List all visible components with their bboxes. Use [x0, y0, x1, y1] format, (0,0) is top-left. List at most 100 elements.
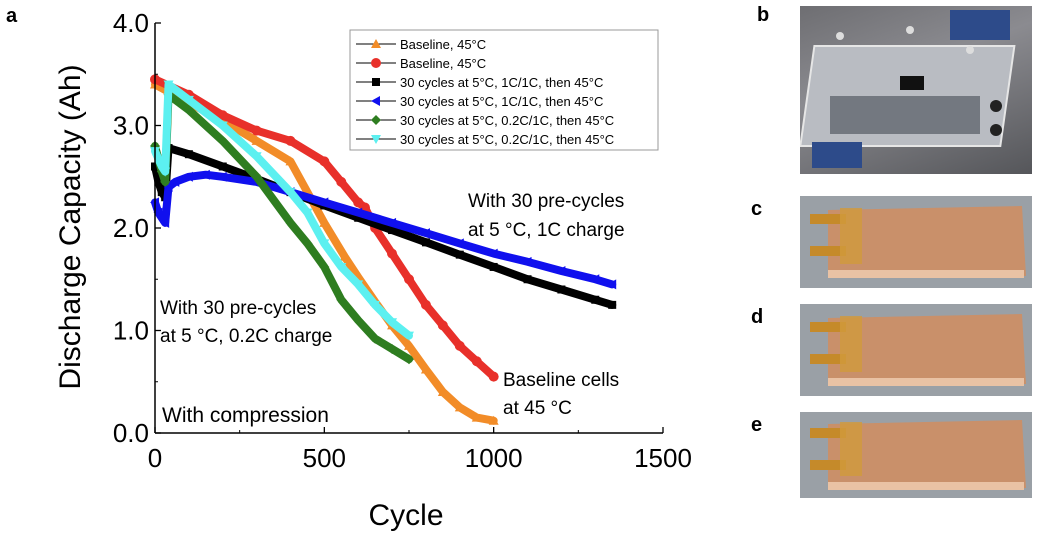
data-point [285, 156, 296, 166]
annotation-precycle-1c-line2: at 5 °C, 1C charge [468, 220, 625, 241]
pouch-cell-photo-c [800, 196, 1032, 288]
y-axis-label: Discharge Capacity (Ah) [54, 64, 87, 389]
data-point [387, 343, 398, 354]
data-point [217, 121, 228, 131]
x-tick-label: 1000 [465, 443, 523, 473]
data-point [160, 217, 170, 228]
data-point [420, 299, 431, 310]
data-point [607, 279, 617, 290]
panel-label-c: c [751, 198, 763, 220]
data-point [170, 176, 180, 187]
panel-label-b: b [757, 4, 770, 26]
data-point [156, 162, 167, 172]
x-tick-label: 500 [303, 443, 346, 473]
legend-marker [371, 58, 381, 68]
data-point [387, 248, 398, 259]
data-point [160, 176, 171, 187]
legend-marker [371, 115, 381, 125]
data-point [387, 217, 397, 228]
data-point [353, 207, 363, 218]
x-tick-label: 0 [148, 443, 162, 473]
annotation-precycle-02c-line2: at 5 °C, 0.2C charge [160, 326, 332, 347]
data-point [319, 197, 329, 208]
data-point [488, 415, 499, 425]
data-point [285, 217, 296, 228]
data-point [421, 238, 430, 247]
data-point [522, 256, 532, 267]
battery-fixture-photo [800, 6, 1032, 174]
annotation-precycle-1c-line1: With 30 pre-cycles [468, 191, 624, 212]
legend: Baseline, 45°C Baseline, 45°C 30 cycles at… [349, 29, 659, 151]
data-point [153, 207, 163, 218]
data-point [217, 171, 227, 182]
y-tick-label: 0.0 [113, 418, 149, 448]
data-point [302, 208, 313, 218]
data-point [523, 275, 532, 284]
data-point [608, 300, 617, 309]
panel-label-e: e [751, 414, 763, 436]
data-point [404, 340, 414, 350]
y-tick-label: 4.0 [113, 8, 149, 38]
data-point [336, 262, 347, 272]
data-point [218, 162, 227, 171]
data-point [591, 295, 600, 304]
data-point [420, 364, 431, 374]
data-point [590, 274, 600, 285]
y-tick-label: 1.0 [113, 316, 149, 346]
legend-label: 30 cycles at 5°C, 1C/1C, then 45°C [400, 75, 603, 90]
data-point [404, 331, 414, 341]
data-point [343, 302, 354, 313]
tick-labels: 0.0 1.0 2.0 3.0 4.0 0 500 1000 1500 [113, 8, 692, 473]
data-point [336, 176, 347, 187]
data-point [319, 156, 330, 167]
data-point [370, 333, 381, 344]
data-point [200, 169, 210, 180]
data-point [217, 110, 228, 121]
data-point [455, 250, 464, 259]
data-point [251, 171, 262, 182]
data-point [285, 135, 296, 146]
pouch-cell-photo-e [800, 412, 1032, 498]
legend-label: 30 cycles at 5°C, 1C/1C, then 45°C [400, 94, 603, 109]
data-point [556, 266, 566, 277]
legend-marker [371, 135, 381, 144]
data-point [488, 371, 499, 382]
x-tick-label: 1500 [634, 443, 692, 473]
data-point [404, 274, 414, 285]
legend-box [349, 29, 659, 151]
legend-marker [372, 78, 380, 86]
data-point [217, 135, 228, 146]
data-point [420, 228, 430, 239]
data-point [339, 251, 350, 261]
axis-layer [154, 22, 664, 434]
data-point [387, 318, 398, 328]
data-point [183, 171, 193, 182]
annotation-compression: With compression [162, 404, 329, 427]
data-point [437, 320, 448, 331]
y-tick-label: 3.0 [113, 111, 149, 141]
data-point [251, 125, 262, 136]
data-point [156, 212, 166, 223]
data-point [437, 387, 448, 396]
data-point [160, 167, 171, 177]
data-point [471, 412, 482, 422]
data-point [251, 135, 262, 145]
data-point [404, 354, 414, 365]
data-point [471, 356, 482, 367]
data-point [353, 280, 364, 290]
data-point [183, 105, 194, 116]
data-point [163, 80, 174, 90]
data-point [336, 294, 347, 305]
series-5 [150, 80, 414, 341]
x-axis-label: Cycle [368, 499, 443, 532]
pouch-cell-photo-d [800, 304, 1032, 396]
panel-label-a: a [6, 5, 18, 27]
data-point [353, 315, 364, 326]
annotation-precycle-02c-line1: With 30 pre-cycles [160, 298, 316, 319]
y-tick-label: 2.0 [113, 213, 149, 243]
data-point [454, 340, 465, 351]
data-point [388, 226, 397, 235]
legend-marker [371, 39, 381, 48]
data-point [302, 238, 313, 249]
